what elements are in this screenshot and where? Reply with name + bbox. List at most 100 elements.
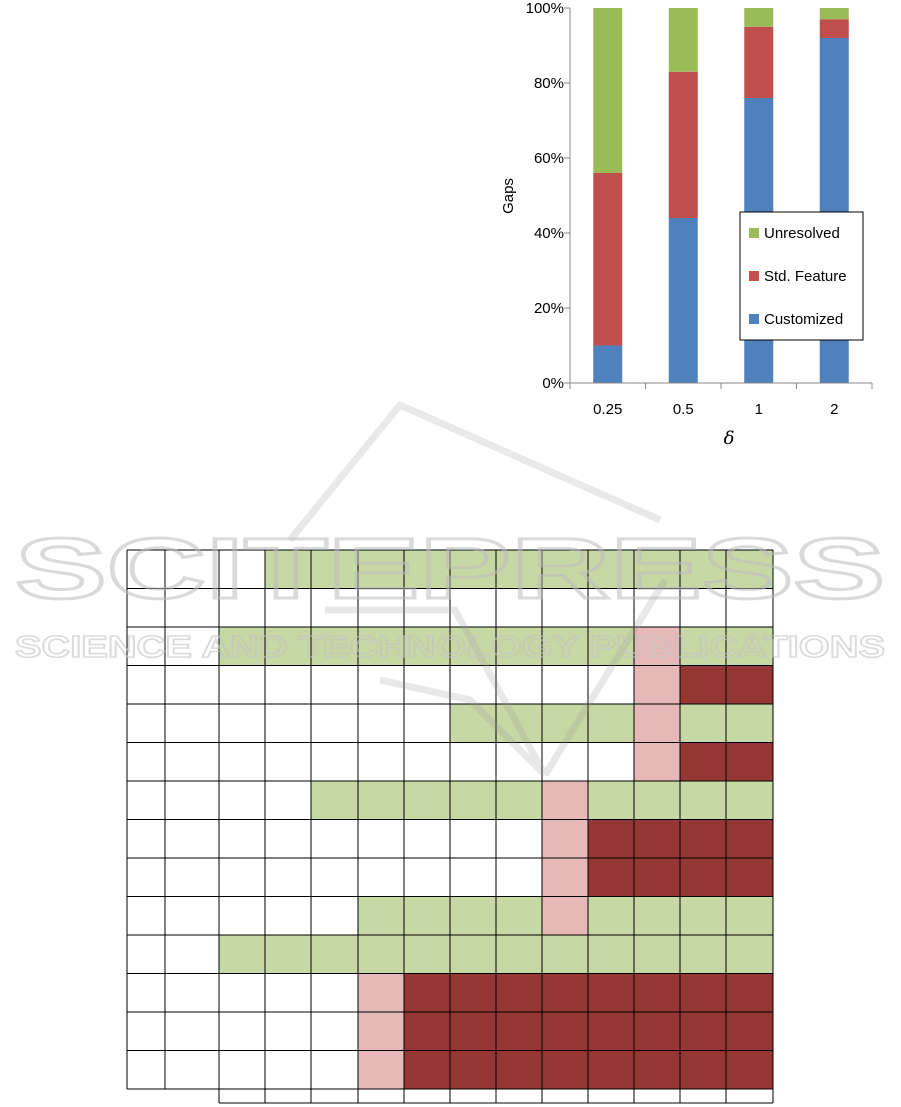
grid-cell [265,665,311,704]
grid-cell [542,896,588,935]
bar-segment-customized-1 [668,218,698,383]
grid-cell [404,1050,450,1089]
grid-cell [165,627,219,666]
grid-cell [496,665,542,704]
grid-cell [542,973,588,1012]
grid-cell [404,858,450,897]
grid-cell [311,588,358,627]
grid-cell [496,627,542,666]
grid-cell [358,665,404,704]
grid-cell [127,704,165,743]
y-tick-label: 0% [542,375,564,392]
grid-cell [219,704,265,743]
grid-cell [634,550,680,589]
grid-cell [265,935,311,974]
grid-cell [450,1050,496,1089]
grid-cell [680,781,726,820]
grid-cell [358,627,404,666]
grid-cell [165,896,219,935]
grid-cell [404,1012,450,1051]
grid-cell [726,1050,773,1089]
grid-cell [127,550,165,589]
grid-cell [219,781,265,820]
grid-cell [127,627,165,666]
legend-label: Customized [764,311,843,328]
grid-cell [127,973,165,1012]
grid-cell [726,1012,773,1051]
grid-cell [726,935,773,974]
grid-cell [450,665,496,704]
grid-cell [219,819,265,858]
grid-cell [311,858,358,897]
grid-cell [634,781,680,820]
axes-layer [564,7,873,389]
grid-cell [127,588,165,627]
grid-cell [496,781,542,820]
grid-cell [358,550,404,589]
grid-cell [219,742,265,781]
grid-cell [588,781,634,820]
grid-cell [265,1012,311,1051]
grid-cell [542,742,588,781]
grid-cell [588,973,634,1012]
grid-cell [496,550,542,589]
grid-cell [219,550,265,589]
grid-cell [634,704,680,743]
grid-cell [588,858,634,897]
grid-cell [542,627,588,666]
grid-cell [450,973,496,1012]
grid-lines [126,549,774,1104]
bar-segment-std-feature-3 [819,19,849,38]
grid-cell [311,781,358,820]
grid-cell [634,935,680,974]
grid-cell [726,742,773,781]
grid-cell [634,627,680,666]
grid-cell [404,588,450,627]
grid-cell [680,588,726,627]
grid-cell [450,588,496,627]
grid-cell [450,627,496,666]
grid-cell [219,1050,265,1089]
y-tick-label: 60% [534,150,564,167]
grid-cell [311,665,358,704]
grid-cell [588,1012,634,1051]
legend-box [739,211,864,341]
grid-cell [165,704,219,743]
grid-cell [311,819,358,858]
grid-cell [588,935,634,974]
grid-cell [726,973,773,1012]
grid-cell [219,973,265,1012]
grid-cell [588,1050,634,1089]
grid-cell [219,665,265,704]
bar-segment-std-feature-0 [593,173,623,346]
legend-swatch [749,228,759,238]
grid-cell [726,858,773,897]
grid-cell [680,819,726,858]
x-tick-label: 1 [755,401,763,418]
grid-cell [311,627,358,666]
grid-cell [265,704,311,743]
grid-cell [311,550,358,589]
grid-cell [358,973,404,1012]
grid-cell [496,1012,542,1051]
grid-cell [219,588,265,627]
grid-cell [588,742,634,781]
grid-cell [404,550,450,589]
bars-layer [593,8,849,383]
stacked-bar-chart: 0% 20% 40% 60% 80% 100% 0.25 0.5 1 2 Gaps δ Unre… [500,0,873,449]
grid-cell [265,858,311,897]
grid-cell [127,935,165,974]
grid-cell [311,973,358,1012]
x-tick-label: 0.5 [673,401,694,418]
grid-cell [265,550,311,589]
grid-cell [588,550,634,589]
grid-cell [404,665,450,704]
bar-segment-std-feature-1 [668,71,698,218]
grid-cell [450,819,496,858]
grid-cell [680,665,726,704]
chart-legend: Unresolved Std. Feature Customized [739,211,864,341]
grid-cell [726,781,773,820]
grid-cell [634,1012,680,1051]
grid-cell [165,665,219,704]
